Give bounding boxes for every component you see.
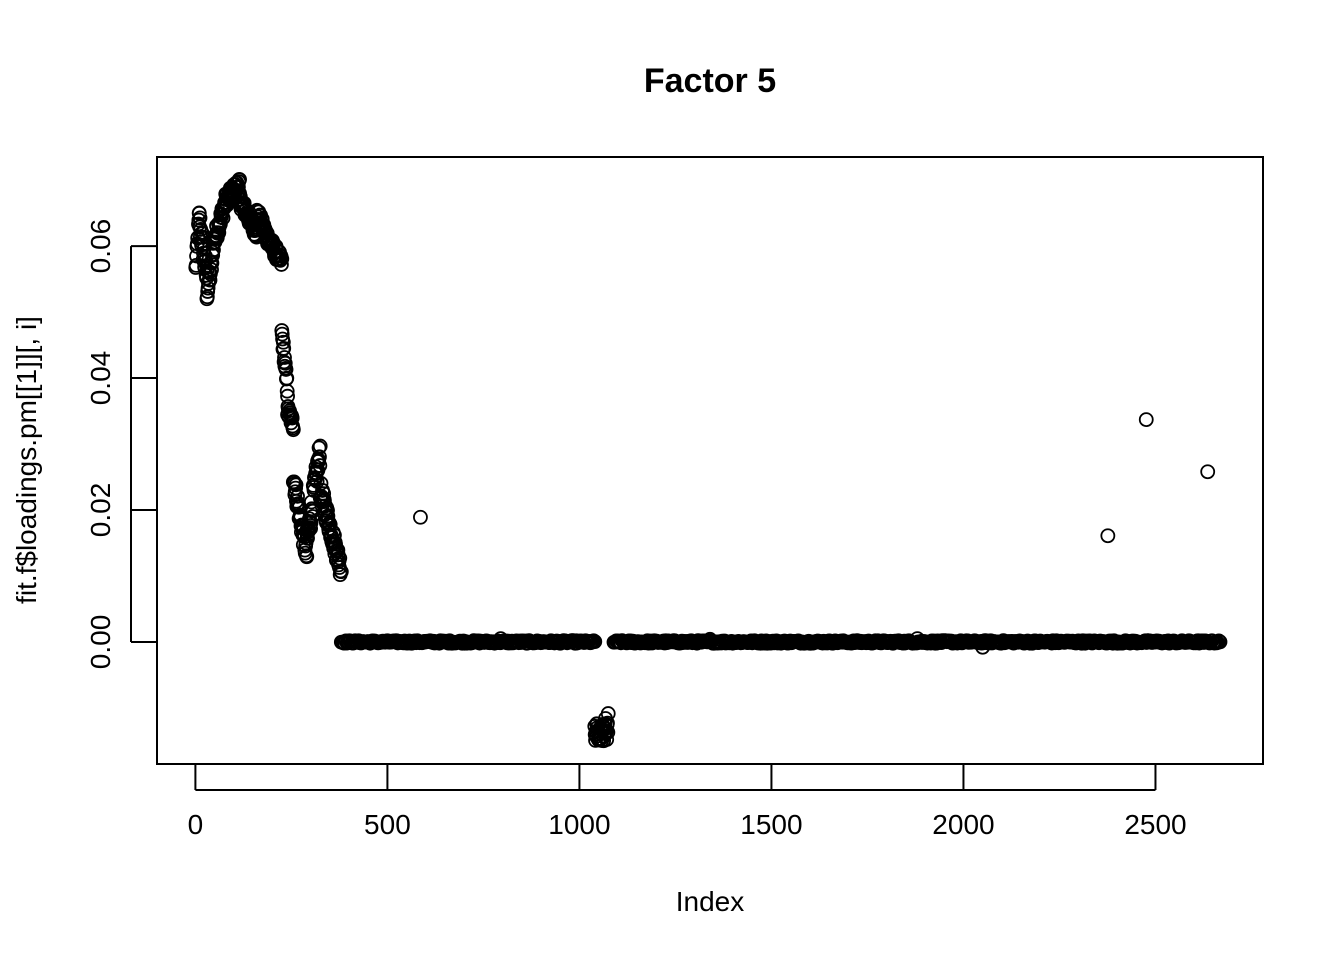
data-point [333, 564, 349, 580]
y-tick-label: 0.06 [85, 219, 116, 274]
data-point [275, 334, 291, 350]
data-point [279, 383, 295, 399]
x-tick-label: 1000 [548, 809, 610, 840]
data-point [975, 639, 991, 655]
x-axis: 0 500 1000 1500 2000 2500 [188, 764, 1187, 840]
data-point [1138, 412, 1154, 427]
data-point [702, 631, 718, 647]
data-point [284, 410, 300, 426]
x-tick-label: 500 [364, 809, 411, 840]
data-point [317, 493, 332, 508]
data-point [312, 438, 328, 454]
x-axis-label: Index [676, 886, 745, 917]
y-tick-label: 0.04 [85, 351, 116, 406]
data-point [599, 732, 615, 747]
y-axis-label: fit.f$loadings.pm[[1]][, i] [11, 316, 42, 604]
data-point [200, 280, 216, 296]
data-point [413, 509, 428, 525]
chart-title: Factor 5 [644, 62, 776, 100]
data-point [909, 631, 925, 647]
data-point [279, 370, 295, 386]
x-tick-label: 1500 [740, 809, 802, 840]
data-point [299, 549, 315, 565]
data-point [274, 326, 290, 342]
data-point [211, 225, 227, 241]
data-point [215, 210, 231, 226]
data-point [600, 706, 616, 721]
data-point [274, 251, 290, 267]
data-point [288, 477, 304, 493]
data-point [600, 715, 615, 731]
data-point [204, 262, 219, 278]
data-point [290, 488, 305, 504]
data-point [312, 458, 328, 473]
data-point [274, 257, 289, 272]
data-point [277, 355, 293, 371]
x-tick-label: 2500 [1124, 809, 1186, 840]
data-point [327, 527, 342, 543]
y-tick-label: 0.00 [85, 615, 116, 670]
data-point [1200, 464, 1216, 480]
data-point [1212, 634, 1228, 650]
data-point [330, 542, 346, 558]
data-point [493, 631, 509, 647]
data-point [285, 422, 301, 438]
data-point [278, 362, 294, 377]
data-point [192, 210, 208, 226]
y-tick-label: 0.02 [85, 483, 116, 538]
x-tick-label: 0 [188, 809, 204, 840]
data-point [202, 272, 218, 288]
data-points [188, 172, 1228, 749]
y-axis: 0.00 0.02 0.04 0.06 [85, 219, 157, 669]
data-point [312, 449, 327, 465]
data-point [1100, 528, 1116, 544]
data-point [587, 634, 603, 650]
x-tick-label: 2000 [932, 809, 994, 840]
plot-frame [156, 156, 1264, 765]
data-point [600, 724, 616, 740]
